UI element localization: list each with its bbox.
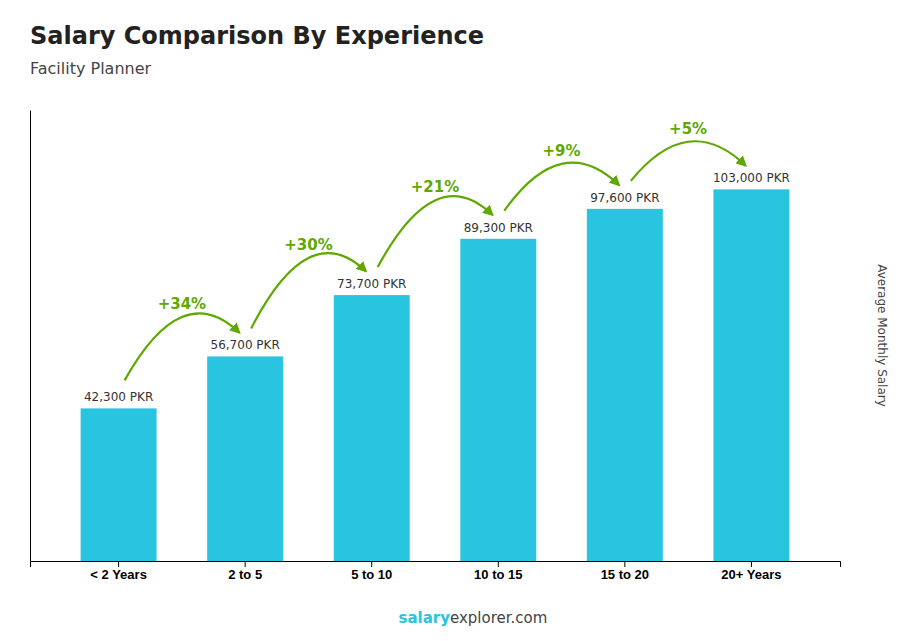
annotation-arrow	[125, 313, 240, 380]
data-label: 97,600 PKR	[590, 191, 659, 205]
x-tick-label: < 2 Years	[90, 567, 147, 582]
x-tick: 15 to 20	[601, 561, 649, 582]
x-tick-label: 20+ Years	[721, 567, 781, 582]
data-label: 73,700 PKR	[337, 277, 406, 291]
data-label: 42,300 PKR	[84, 390, 153, 404]
title: Salary Comparison By Experience	[30, 22, 484, 50]
bars	[81, 189, 790, 561]
x-tick: 5 to 10	[351, 561, 392, 582]
x-tick-label: 5 to 10	[351, 567, 392, 582]
plot: < 2 Years 2 to 5 5 to 10 10 to 15 15 to 20 20…	[31, 111, 841, 583]
annotation-label: +21%	[411, 178, 459, 196]
bar	[207, 356, 283, 561]
x-tick: 10 to 15	[474, 561, 522, 582]
x-axis-domain	[31, 562, 841, 568]
data-labels: 42,300 PKR 56,700 PKR 73,700 PKR 89,300 PKR…	[84, 171, 790, 404]
x-tick-label: 10 to 15	[474, 567, 522, 582]
bar	[587, 209, 663, 561]
x-tick-label: 15 to 20	[601, 567, 649, 582]
bar	[713, 189, 789, 561]
bar	[460, 239, 536, 561]
y-axis-title: Average Monthly Salary	[875, 264, 889, 407]
x-axis: < 2 Years 2 to 5 5 to 10 10 to 15 15 to 20 20…	[31, 561, 841, 582]
x-tick-mark	[498, 561, 499, 567]
x-tick-mark	[624, 561, 625, 567]
annotation-arrow	[251, 253, 366, 328]
x-tick: < 2 Years	[90, 561, 147, 582]
annotation-label: +30%	[284, 236, 332, 254]
x-tick: 20+ Years	[721, 561, 781, 582]
y-axis-domain	[30, 111, 31, 562]
x-tick: 2 to 5	[228, 561, 262, 582]
x-tick-label: 2 to 5	[228, 567, 262, 582]
x-tick-mark	[751, 561, 752, 567]
footer: salary	[399, 609, 451, 627]
x-tick-mark	[371, 561, 372, 567]
bar	[334, 295, 410, 561]
annotation-arrow	[631, 141, 746, 181]
data-label: 103,000 PKR	[713, 171, 790, 185]
annotation-label: +9%	[543, 142, 581, 160]
annotations: +34% +30% +21% +9% +5%	[125, 120, 746, 381]
chart: Salary Comparison By Experience Facility …	[0, 0, 900, 641]
data-label: 89,300 PKR	[464, 221, 533, 235]
subtitle: Facility Planner	[30, 59, 152, 78]
x-tick-mark	[245, 561, 246, 567]
annotation-arrow	[378, 196, 493, 267]
x-tick-mark	[118, 561, 119, 567]
annotation-label: +5%	[669, 120, 707, 138]
annotation-label: +34%	[158, 295, 206, 313]
data-label: 56,700 PKR	[211, 338, 280, 352]
footer: explorer.com	[450, 609, 547, 627]
y-axis	[30, 111, 31, 562]
annotation-arrow	[504, 163, 619, 211]
bar	[81, 408, 157, 561]
